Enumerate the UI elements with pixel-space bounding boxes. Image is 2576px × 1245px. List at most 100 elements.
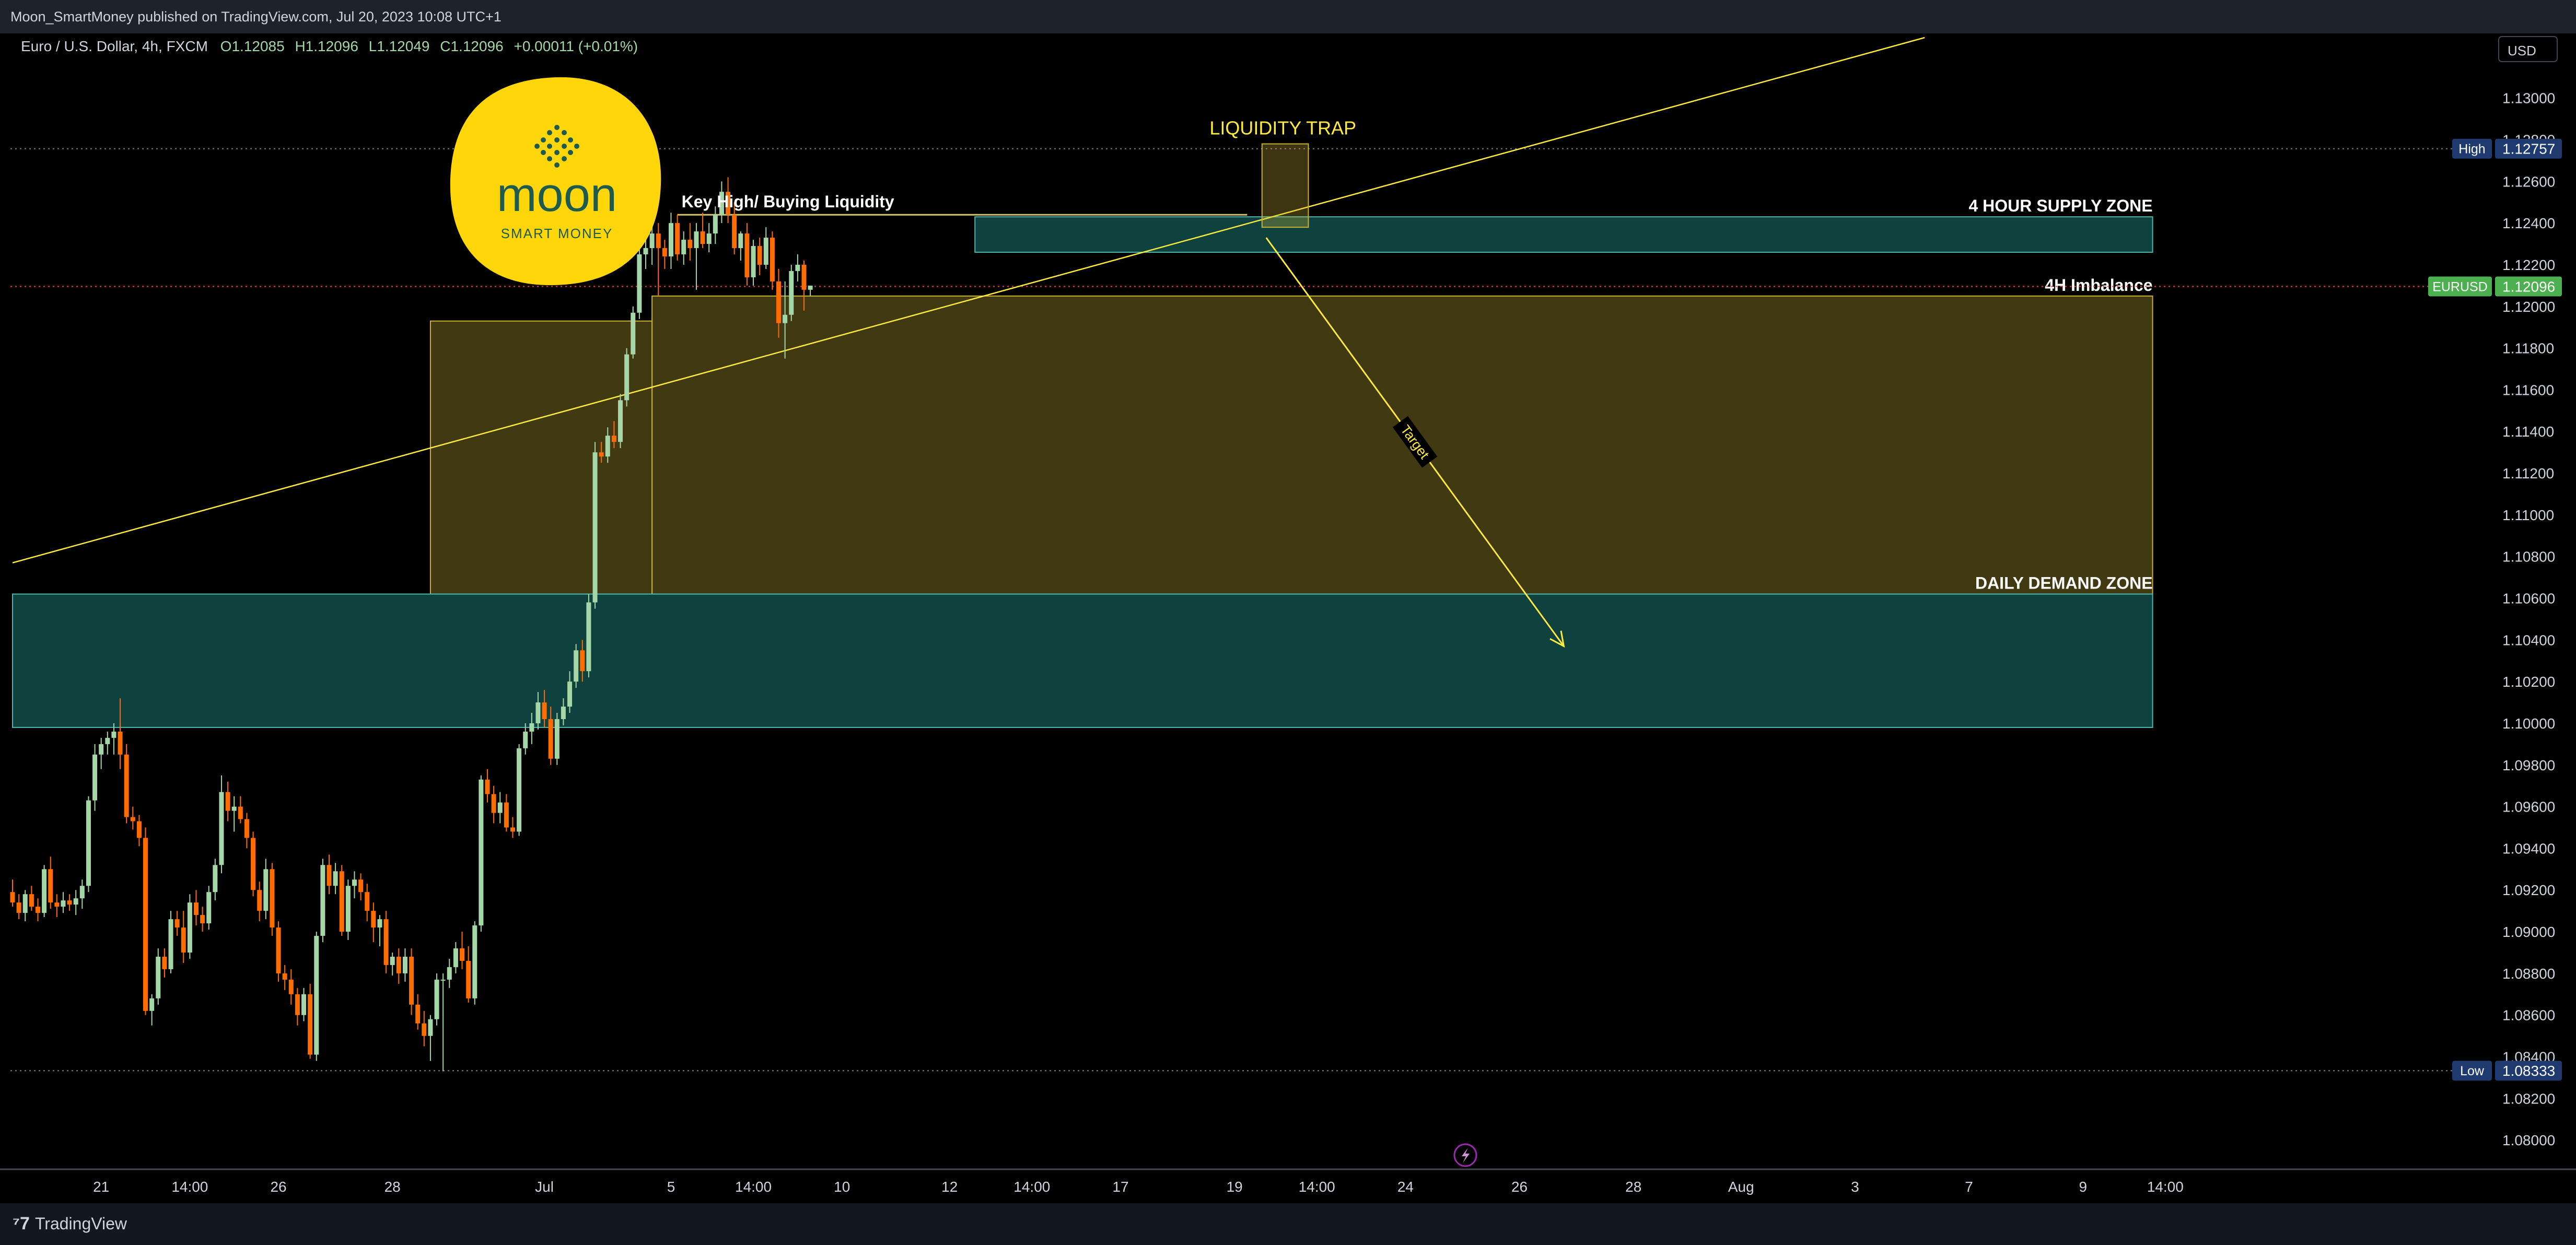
moon-dot xyxy=(534,144,540,149)
price-axis-background xyxy=(2453,33,2576,1169)
lines-layer xyxy=(10,37,2453,1072)
candle-body xyxy=(54,902,60,907)
candle xyxy=(751,240,756,286)
candle-body xyxy=(770,238,775,281)
candle-body xyxy=(675,223,680,255)
candle-body xyxy=(105,737,110,744)
moon-logo-tagline: SMART MONEY xyxy=(501,226,613,241)
price-tick-label: 1.08800 xyxy=(2502,966,2555,982)
candle-body xyxy=(491,794,496,813)
candle xyxy=(352,871,357,899)
candle-body xyxy=(149,998,155,1011)
candle xyxy=(282,965,287,990)
candle-body xyxy=(763,238,768,265)
candle-body xyxy=(257,890,262,911)
candle-body xyxy=(371,911,376,928)
candle xyxy=(79,879,85,909)
candle-body xyxy=(535,702,541,723)
price-tick-label: 1.11400 xyxy=(2502,424,2554,440)
time-tick-label: 24 xyxy=(1397,1179,1414,1195)
zone-label: 4H Imbalance xyxy=(2045,276,2152,295)
candle xyxy=(162,948,167,978)
key-high-label: Key High/ Buying Liquidity xyxy=(682,192,894,211)
candle-body xyxy=(251,838,256,890)
candle-body xyxy=(605,436,610,457)
candle xyxy=(409,948,414,1015)
tradingview-brand[interactable]: ⁷7 TradingView xyxy=(13,1214,127,1234)
candle xyxy=(402,948,407,982)
candle xyxy=(257,882,262,922)
time-tick-label: 14:00 xyxy=(2147,1179,2184,1195)
candle-body xyxy=(73,898,78,905)
candle-body xyxy=(561,707,566,719)
candle xyxy=(111,723,116,755)
candle xyxy=(73,890,78,915)
candle-body xyxy=(42,869,47,913)
candle xyxy=(365,884,370,922)
tradingview-logo-icon: ⁷7 xyxy=(13,1214,30,1234)
candle xyxy=(181,911,186,963)
candle-body xyxy=(16,902,21,913)
moon-logo: moon SMART MONEY xyxy=(450,77,661,286)
candle xyxy=(687,223,693,261)
candle xyxy=(706,223,712,253)
zone-label: DAILY DEMAND ZONE xyxy=(1975,574,2153,593)
time-tick-label: 12 xyxy=(941,1179,958,1195)
candle xyxy=(219,775,224,874)
candle xyxy=(10,879,15,907)
time-tick-label: Jul xyxy=(535,1179,554,1195)
symbol-change: +0.00011 (+0.01%) xyxy=(514,38,638,54)
candle-body xyxy=(200,915,205,924)
lightning-icon[interactable] xyxy=(1453,1143,1477,1167)
price-tag-value: 1.08333 xyxy=(2502,1063,2555,1079)
candle xyxy=(567,671,573,713)
candle xyxy=(611,421,616,449)
candle-body xyxy=(485,779,490,794)
chart[interactable]: 4 HOUR SUPPLY ZONE 4H Imbalance DAILY DEMA… xyxy=(0,33,2576,1203)
candle xyxy=(504,794,509,832)
candle-body xyxy=(517,748,522,832)
candle xyxy=(713,206,718,244)
time-tick-label: 14:00 xyxy=(1299,1179,1335,1195)
time-axis[interactable]: 21 14:00 26 28 Jul 5 14:00 10 12 14:00 17 19 14:00 24… xyxy=(93,1179,2184,1195)
candle xyxy=(447,958,452,988)
time-tick-label: 19 xyxy=(1227,1179,1243,1195)
candle xyxy=(542,690,547,727)
candle xyxy=(428,1015,433,1061)
moon-dot xyxy=(547,156,552,161)
candle xyxy=(466,946,471,1003)
price-tick-label: 1.09400 xyxy=(2502,840,2555,856)
candle xyxy=(523,723,528,755)
candle-body xyxy=(333,871,338,886)
candle-body xyxy=(744,233,750,277)
currency-button[interactable] xyxy=(2498,36,2558,62)
candle xyxy=(656,223,661,296)
candle-body xyxy=(390,956,395,965)
candle xyxy=(371,902,376,942)
candle-body xyxy=(383,919,389,965)
zone-supply xyxy=(974,216,2153,253)
publisher-text: Moon_SmartMoney published on TradingView… xyxy=(10,9,502,25)
candle xyxy=(168,911,173,973)
candle-body xyxy=(808,285,813,290)
price-axis[interactable]: USD xyxy=(2453,33,2576,1169)
candle xyxy=(529,713,534,744)
candle xyxy=(649,223,655,265)
price-tick-label: 1.10800 xyxy=(2502,549,2555,565)
candle xyxy=(251,831,256,897)
candle-body xyxy=(156,956,161,999)
candle-body xyxy=(130,817,135,821)
candle-body xyxy=(631,312,636,355)
time-tick-label: 7 xyxy=(1965,1179,1973,1195)
candle xyxy=(776,268,782,338)
candle-body xyxy=(231,806,237,811)
candle-body xyxy=(681,240,686,255)
moon-dot xyxy=(574,144,579,149)
candle-body xyxy=(22,894,28,913)
candle xyxy=(517,744,522,836)
candle xyxy=(156,948,161,1005)
candle-body xyxy=(174,919,180,928)
candle xyxy=(29,886,34,911)
moon-dot xyxy=(562,130,567,135)
candle xyxy=(415,994,421,1030)
